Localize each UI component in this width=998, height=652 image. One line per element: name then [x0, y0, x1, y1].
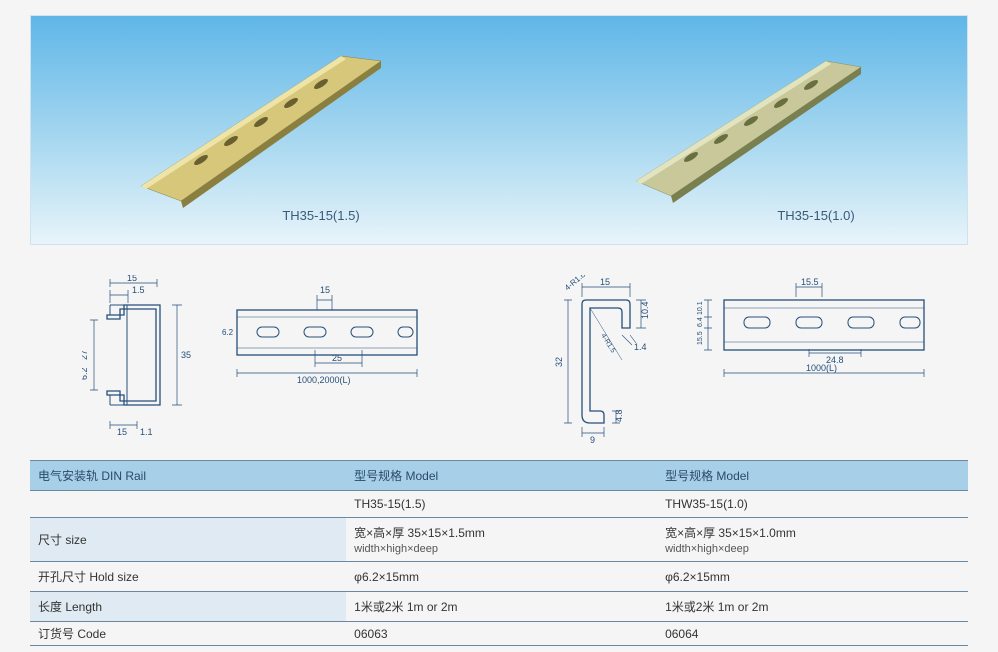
row-value-2: φ6.2×15mm	[657, 562, 968, 592]
rpdim0: 15.5	[801, 277, 819, 287]
row-value-1: 宽×高×厚 35×15×1.5mmwidth×high×deep	[346, 518, 657, 562]
row-label	[30, 491, 346, 518]
drawing-left-set: 1.5 35 27 6.2 15 15 1.1	[30, 275, 484, 445]
rpdim3: 6.4	[697, 317, 704, 327]
drawing-right-set: 4-R1.8 15 4-R1.5 10.4 1.4 32 4.8 9	[514, 275, 968, 445]
th-col3: 型号规格 Model	[657, 461, 968, 491]
dim-plen: 1000,2000(L)	[297, 375, 351, 385]
row-value-2: 06064	[657, 622, 968, 646]
product-photo-right: TH35-15(1.0)	[621, 46, 881, 223]
technical-drawings: 1.5 35 27 6.2 15 15 1.1	[30, 275, 968, 445]
table-row: 尺寸 size宽×高×厚 35×15×1.5mmwidth×high×deep宽…	[30, 518, 968, 562]
row-value-1: φ6.2×15mm	[346, 562, 657, 592]
rdim5: 32	[554, 357, 564, 367]
rdim2: 4-R1.5	[599, 333, 616, 355]
row-value-2: THW35-15(1.0)	[657, 491, 968, 518]
row-value-2: 宽×高×厚 35×15×1.0mmwidth×high×deep	[657, 518, 968, 562]
dim-15b: 15	[117, 427, 127, 437]
dim-35: 35	[181, 350, 191, 360]
spec-table: 电气安装轨 DIN Rail 型号规格 Model 型号规格 Model TH3…	[30, 460, 968, 646]
dim-p62: 6.2	[222, 328, 234, 337]
product-photo-left: TH35-15(1.5)	[121, 36, 401, 223]
row-label: 长度 Length	[30, 592, 346, 622]
rpdim4: 15.5	[697, 331, 704, 345]
rdim1: 15	[600, 277, 610, 287]
row-label: 开孔尺寸 Hold size	[30, 562, 346, 592]
rdim0: 4-R1.8	[563, 275, 588, 292]
table-row: 订货号 Code0606306064	[30, 622, 968, 646]
dim-15t: 15	[127, 275, 137, 283]
row-value-1: 06063	[346, 622, 657, 646]
left-caption: TH35-15(1.5)	[282, 208, 359, 223]
dim-1-5: 1.5	[132, 285, 145, 295]
hero-banner: TH35-15(1.5) TH35-15(1.0)	[30, 15, 968, 245]
dim-6-2: 6.2	[82, 367, 89, 380]
dim-p25: 25	[332, 353, 342, 363]
dim-1-1: 1.1	[140, 427, 153, 437]
rpdim5: 1000(L)	[806, 363, 837, 373]
rdim6: 4.8	[614, 409, 624, 422]
rpdim2: 10.1	[697, 301, 704, 315]
rdim3: 10.4	[640, 301, 650, 319]
th-col2: 型号规格 Model	[346, 461, 657, 491]
th-col1: 电气安装轨 DIN Rail	[30, 461, 346, 491]
row-value-1: 1米或2米 1m or 2m	[346, 592, 657, 622]
table-header-row: 电气安装轨 DIN Rail 型号规格 Model 型号规格 Model	[30, 461, 968, 491]
row-value-1: TH35-15(1.5)	[346, 491, 657, 518]
row-label: 订货号 Code	[30, 622, 346, 646]
dim-p15: 15	[320, 285, 330, 295]
table-row: 开孔尺寸 Hold sizeφ6.2×15mmφ6.2×15mm	[30, 562, 968, 592]
row-value-2: 1米或2米 1m or 2m	[657, 592, 968, 622]
rdim4: 1.4	[634, 342, 647, 352]
rdim7: 9	[590, 435, 595, 445]
table-row: 长度 Length1米或2米 1m or 2m1米或2米 1m or 2m	[30, 592, 968, 622]
dim-27: 27	[82, 350, 89, 360]
row-label: 尺寸 size	[30, 518, 346, 562]
table-row: TH35-15(1.5)THW35-15(1.0)	[30, 491, 968, 518]
right-caption: TH35-15(1.0)	[777, 208, 854, 223]
